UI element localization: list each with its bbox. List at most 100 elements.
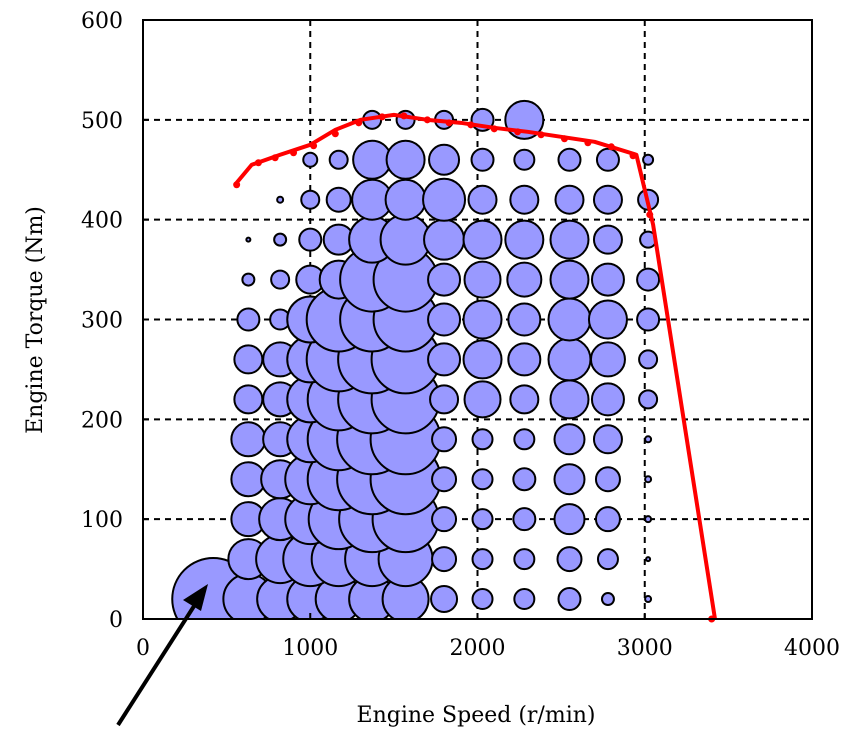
data-bubble [547,337,592,382]
bubble-series [171,99,661,619]
wot-curve-marker [445,119,453,127]
data-bubble [594,466,621,493]
y-axis-title: Engine Torque (Nm) [23,206,48,434]
x-tick-label: 2000 [450,636,506,661]
data-bubble [644,435,653,444]
data-bubble [471,508,494,531]
y-tick-label: 400 [81,209,123,234]
max-torque-curve [233,112,717,623]
wot-curve-marker [423,116,431,124]
data-bubble [462,339,503,380]
data-bubble [300,189,321,210]
data-bubble [590,262,625,297]
wot-curve-marker [537,131,545,139]
data-bubble [506,261,543,298]
data-bubble [553,423,586,456]
data-bubble [431,466,458,493]
axis-labels: Engine Speed (r/min) Engine Torque (Nm) [23,206,595,728]
pointer-arrow [116,584,208,727]
data-bubble [385,139,426,180]
data-bubble [549,219,590,260]
data-bubble [384,178,427,221]
data-bubble [427,302,462,337]
data-bubble [273,232,288,247]
wot-curve-marker [514,128,522,136]
data-bubble [512,507,537,532]
data-bubble [592,224,623,255]
data-bubble [302,151,319,168]
data-bubble [463,260,502,299]
data-bubble [471,468,494,491]
data-bubble [556,546,583,573]
data-bubble [587,299,628,340]
data-bubble [600,592,615,607]
wot-curve-marker [467,121,475,129]
data-bubble [270,269,291,290]
y-tick-label: 300 [81,309,123,334]
data-bubble [509,184,540,215]
data-bubble [513,548,536,571]
data-bubble [554,184,585,215]
data-bubble [230,421,267,458]
data-bubble [422,177,467,222]
data-bubble [592,184,623,215]
data-bubble [325,186,352,213]
data-bubble [471,588,494,611]
data-bubble [509,384,540,415]
data-bubble [427,342,462,377]
wot-curve-marker [400,112,408,120]
data-bubble [507,342,542,377]
wot-curve-marker [271,154,279,162]
data-bubble [638,389,659,410]
data-bubble [553,503,586,536]
data-bubble [636,267,661,292]
data-bubble [427,262,462,297]
y-tick-label: 600 [81,9,123,34]
wot-curve-marker [490,125,498,133]
data-bubble [638,349,659,370]
data-bubble [245,236,252,243]
data-bubble [471,428,494,451]
data-bubble [590,382,625,417]
wot-curve-marker [560,135,568,143]
x-axis-title: Engine Speed (r/min) [357,703,596,728]
data-bubble [636,307,661,332]
data-bubble [463,380,502,419]
data-bubble [596,548,619,571]
data-bubble [594,506,621,533]
wot-curve-marker [584,139,592,147]
data-bubble [298,227,323,252]
data-bubble [504,219,545,260]
data-bubble [644,515,653,524]
axes: 0 1000 2000 3000 4000 0 100 200 300 400 500 600 [81,9,840,661]
data-bubble [470,147,495,172]
data-bubble [644,595,653,604]
pointer-arrow-head [183,584,208,611]
data-bubble [513,148,536,171]
data-bubble [241,272,256,287]
data-bubble [471,548,494,571]
data-bubble [513,428,536,451]
x-tick-label: 1000 [282,636,338,661]
data-bubble [589,341,626,378]
data-bubble [553,463,586,496]
data-bubble [233,344,264,375]
data-bubble [430,585,459,614]
wot-curve-marker [355,119,363,127]
data-bubble [462,299,503,340]
wot-curve-marker [607,143,615,151]
data-bubble [557,147,582,172]
data-bubble [236,307,261,332]
data-bubble [513,588,536,611]
x-tick-label: 3000 [617,636,673,661]
wot-curve-marker [233,181,241,189]
data-bubble [512,467,537,492]
data-bubble [549,259,590,300]
data-bubble [276,195,285,204]
data-bubble [431,426,458,453]
pointer-arrow-shaft [116,601,198,727]
wot-curve-marker [378,113,386,121]
wot-curve-marker [254,159,262,167]
data-bubble [328,149,349,170]
